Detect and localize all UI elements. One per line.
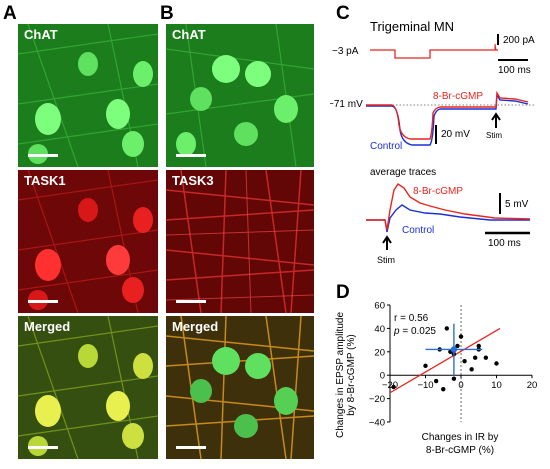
data-point <box>444 326 449 331</box>
x-tick-label: 10 <box>491 380 502 391</box>
data-point <box>473 355 478 360</box>
stain-label: ChAT <box>24 27 58 42</box>
data-point <box>423 363 428 369</box>
data-point <box>462 358 467 364</box>
stim-artifact-command <box>494 43 497 51</box>
x-tick-label: 20 <box>527 380 538 391</box>
scale-bar <box>176 154 206 157</box>
mean-point <box>450 346 458 353</box>
stim-arrow-icon <box>491 112 501 128</box>
electrophysiology-figure: Trigeminal MN −3 pA 200 pA 100 ms −71 mV… <box>330 19 537 457</box>
scale-bar <box>28 300 58 303</box>
x-axis-label-line2: 8-Br-cGMP (%) <box>426 445 494 456</box>
avg-stim-label: Stim <box>377 255 395 265</box>
merged-stain-image <box>18 316 158 459</box>
avg-drug-trace <box>366 183 531 231</box>
scale-bar <box>176 300 206 303</box>
regression-line <box>389 327 501 394</box>
drug-voltage-trace <box>366 90 529 140</box>
micrograph-b-merged: Merged <box>166 316 314 459</box>
avg-control-label: Control <box>402 225 434 236</box>
avg-stim-arrow-icon <box>382 235 392 250</box>
current-holding-label: −3 pA <box>332 46 359 57</box>
resting-vm-label: −71 mV <box>330 99 363 110</box>
stain-label: ChAT <box>172 27 206 42</box>
y-axis-label-line1: Changes in EPSP amplitude <box>335 312 346 438</box>
data-point <box>441 387 446 392</box>
data-point <box>476 343 481 349</box>
data-point <box>455 343 460 349</box>
micrograph-b-chat: ChAT <box>166 24 314 167</box>
task3-stain-image <box>166 170 314 313</box>
x-tick-label: −20 <box>382 380 398 391</box>
x-axis-label-line1: Changes in IR by <box>422 432 499 443</box>
stim-label: Stim <box>486 131 502 140</box>
merged-stain-image <box>166 316 314 459</box>
time-scale-label: 100 ms <box>498 65 531 76</box>
data-point <box>469 367 474 372</box>
micrograph-a-chat: ChAT <box>18 24 158 167</box>
panel-label-c: C <box>336 3 350 24</box>
drug-trace-label: 8-Br-cGMP <box>433 91 483 102</box>
y-tick-label: 0 <box>380 371 385 382</box>
data-point <box>494 361 499 366</box>
chat-stain-image <box>166 24 314 167</box>
y-tick-label: −40 <box>369 418 385 429</box>
y-axis-label-line2: by 8-Br-cGMP (%) <box>346 334 357 416</box>
chat-stain-image <box>18 24 158 167</box>
avg-voltage-scale-label: 5 mV <box>505 199 529 210</box>
stain-label: TASK1 <box>24 173 66 188</box>
data-point <box>391 384 396 390</box>
panel-label-d: D <box>336 282 350 303</box>
y-tick-label: −20 <box>369 394 385 405</box>
scale-bar <box>176 446 206 449</box>
y-tick-label: 40 <box>374 324 385 335</box>
micrograph-a-merged: Merged <box>18 316 158 459</box>
scatter-plot: r = 0.56 p = 0.025 Changes in EPSP ampli… <box>335 301 537 457</box>
command-current-trace <box>370 49 498 59</box>
avg-time-scale-label: 100 ms <box>488 238 521 249</box>
data-point <box>483 355 489 360</box>
scale-bar <box>28 446 58 449</box>
current-scale-label: 200 pA <box>503 35 535 46</box>
voltage-scale-label: 20 mV <box>441 129 470 140</box>
data-point <box>433 378 439 384</box>
panel-label-a: A <box>3 3 17 24</box>
stain-label: Merged <box>24 319 71 334</box>
panel-c-title: Trigeminal MN <box>370 19 454 34</box>
scale-bar <box>28 154 58 157</box>
panel-label-b: B <box>160 3 174 24</box>
task1-stain-image <box>18 170 158 313</box>
y-tick-label: 20 <box>374 347 385 358</box>
micrograph-a-task1: TASK1 <box>18 170 158 313</box>
avg-drug-label: 8-Br-cGMP <box>413 186 463 197</box>
data-point <box>451 376 457 381</box>
control-trace-label: Control <box>370 141 402 152</box>
stain-label: Merged <box>172 319 219 334</box>
x-tick-label: 0 <box>458 380 463 391</box>
micrograph-b-task3: TASK3 <box>166 170 314 313</box>
correlation-r: r = 0.56 <box>394 313 429 324</box>
y-tick-label: 60 <box>374 301 385 312</box>
average-traces-title: average traces <box>370 167 436 178</box>
correlation-p: p = 0.025 <box>393 326 436 337</box>
data-point <box>458 334 464 339</box>
stain-label: TASK3 <box>172 173 214 188</box>
x-tick-label: −10 <box>417 380 433 391</box>
